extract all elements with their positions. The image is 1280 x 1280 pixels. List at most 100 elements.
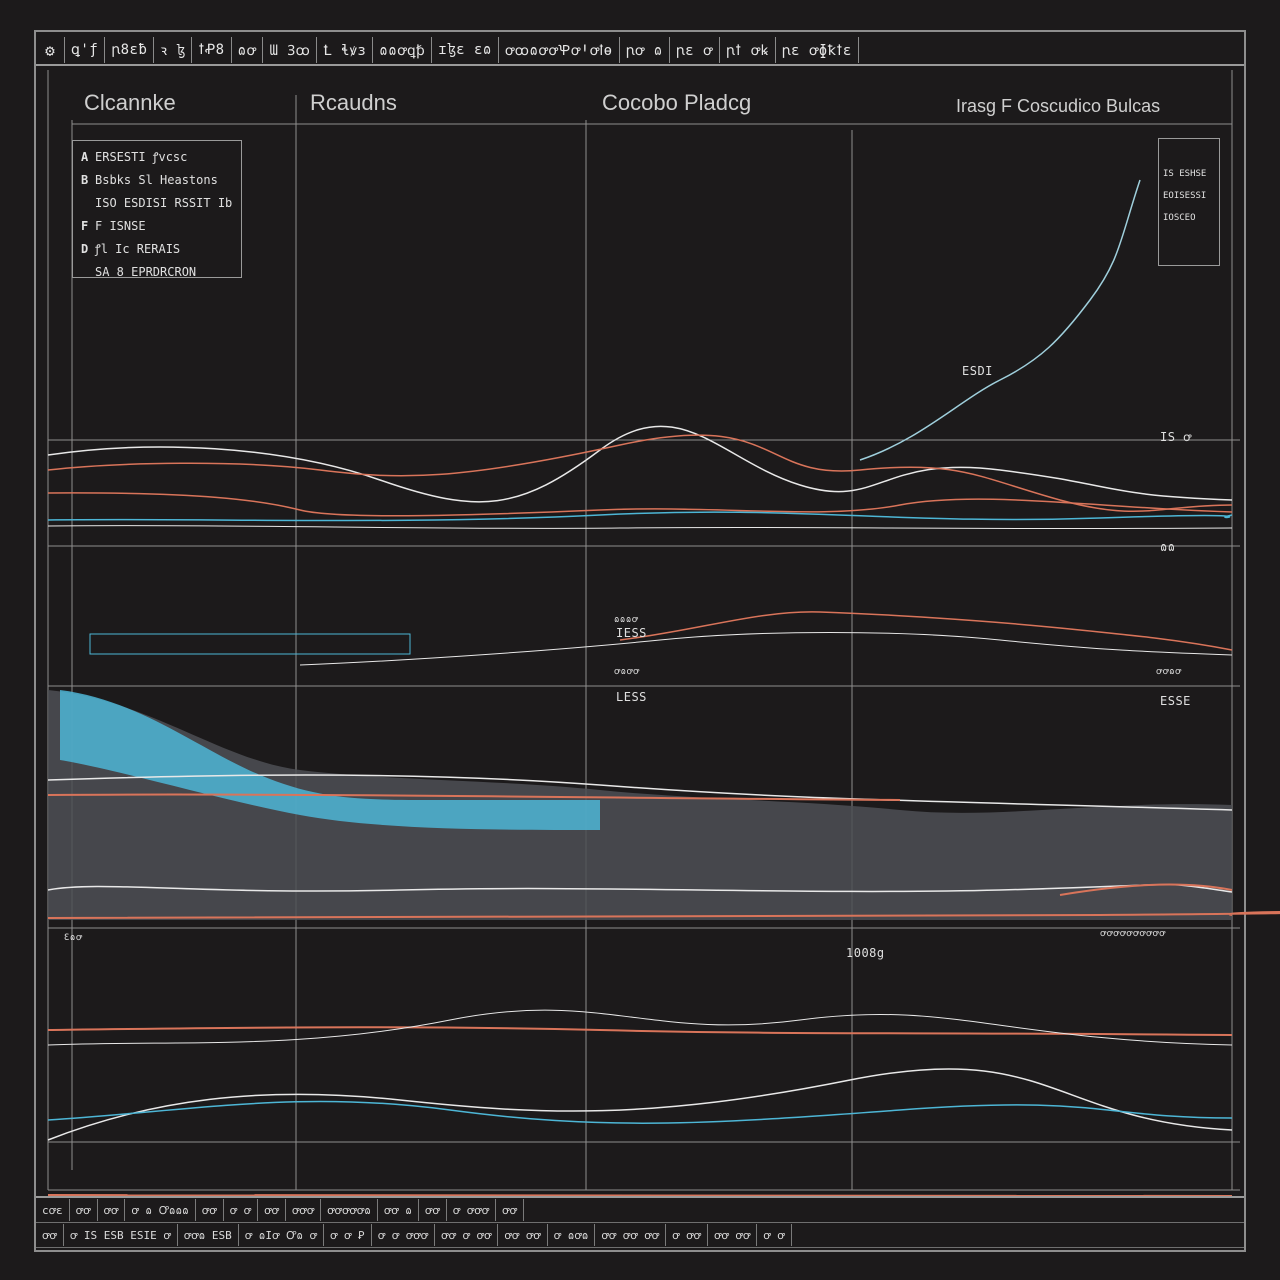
mini-legend-row: EOISESSI [1163,191,1207,201]
toolbar-item[interactable]: ꝉꝒ8 [192,37,232,63]
chart-tag: ɷɷ [1160,540,1176,554]
status-cell: ꝍ ɷ Ꝍɷɷɷ [125,1199,196,1221]
toolbar-item[interactable]: ꝛ ɮ [154,37,193,63]
status-cell: ꝍ IS ESB ESIE ꝍ [64,1224,178,1246]
chart-tag: ɷɷɷꝍ [614,615,639,625]
status-cell: ꝍ ꝍ Ꝑ [324,1224,372,1246]
settings-icon[interactable]: ⚙ [36,37,65,63]
chart-tag: 1008g [846,946,885,960]
status-row: cꝍɛ ꝍꝍ ꝍꝍ ꝍ ɷ Ꝍɷɷɷ ꝍꝍ ꝍ ꝍ ꝍꝍ ꝍꝍꝍ ꝍꝍꝍꝍꝍɷ … [36,1198,1244,1223]
mini-legend: IS ESHSE EOISESSI IOSCEO [1158,138,1220,266]
status-cell: ꝍ ꝍ [757,1224,792,1246]
status-row: ꝍꝍ ꝍ IS ESB ESIE ꝍ ꝍꝍɷ ESB ꝍ ɷIꝍ Ꝍɷ ꝍ ꝍ … [36,1223,1244,1248]
toolbar-item[interactable]: ꞃꝍ ɷ [620,37,670,63]
legend-label: ERSESTI ꝭvcsc [95,150,188,164]
legend: A ERSESTI ꝭvcsc B Bsbks Sl Heastons ISO ES… [72,140,242,279]
series-line [47,911,1280,919]
status-cell: ꝍꝍ [98,1199,126,1221]
toolbar-item[interactable]: ꝍꝏɷꝍꝍꝔꝍꞋꝍꝉɵ [499,37,620,63]
series-line [619,611,1233,651]
series-line [47,492,1233,517]
status-cell: ꝍꝍ ꝍꝍ [498,1224,548,1246]
status-cell: ꝍ ɷꝍɷ [548,1224,596,1246]
chart-tag: ꝍɷꝍꝍ [614,667,640,677]
status-cell: ꝍ ꝍ ꝍꝍꝍ [372,1224,436,1246]
status-cell: ꝍ ꝍꝍ [666,1224,708,1246]
toolbar-item[interactable]: ꞃɛ ꝍ [670,37,720,63]
panel-title-right: Irasg F Coscudico Bulcas [956,96,1161,116]
area-blue [60,690,600,830]
series-line [47,434,1233,512]
toolbar-item[interactable]: ꞃ8ɛƀ [105,37,155,63]
series-line [47,1100,1233,1124]
series-line [47,511,1233,522]
chart-tag: ESDI [962,364,993,378]
legend-label: ISO ESDISI RSSIT Ib [95,195,233,210]
highlight-box [89,633,411,655]
toolbar-item[interactable]: ɷꝍ [232,37,264,63]
panel-title-center: Cocobo Pladcg [602,90,752,115]
legend-key: D [81,241,89,256]
status-cell: ꝍꝍ [419,1199,447,1221]
status-bar: cꝍɛ ꝍꝍ ꝍꝍ ꝍ ɷ Ꝍɷɷɷ ꝍꝍ ꝍ ꝍ ꝍꝍ ꝍꝍꝍ ꝍꝍꝍꝍꝍɷ … [36,1196,1244,1248]
mini-legend-row: IOSCEO [1163,213,1196,223]
main-frame [34,30,1246,1252]
status-cell: ꝍꝍ ɷ [378,1199,419,1221]
status-cell: ꝍꝍ [36,1224,64,1246]
status-cell: ꝍꝍɷ ESB [178,1224,239,1246]
status-cell: ꝍ ꝍꝍꝍ [447,1199,497,1221]
legend-row: A ERSESTI ꝭvcsc [81,145,233,168]
legend-key: B [81,172,89,187]
chart-tag: ꝍꝍɷꝍ [1156,667,1182,677]
status-cell: ꝍꝍ [496,1199,524,1221]
series-line [47,774,1233,811]
series-line [47,793,901,801]
legend-row: F F ISNSE [81,214,233,237]
toolbar-item[interactable]: ɷɷꝍꝗꝥ [373,37,433,63]
chart-tag: LESS [616,690,647,704]
panel-title-center-left: Rcaudns [310,90,397,115]
status-cell: ꝍ ꝍ [224,1199,259,1221]
chart-tag: IESS [616,626,647,640]
legend-key: A [81,149,89,164]
toolbar-item[interactable]: ꝗ'ƒ [65,37,106,63]
toolbar-item[interactable]: ꞃɛ ꝍɸꝁꝉɛ [776,37,859,63]
legend-label: Bsbks Sl Heastons [95,172,218,187]
series-line [47,1068,1233,1141]
legend-label: F ISNSE [95,218,146,233]
toolbar-item[interactable]: ꞃꝉ ꝍꝃ [720,37,776,63]
series-line [47,525,1233,530]
status-cell: ꝍꝍꝍ [286,1199,322,1221]
legend-key: F [81,218,89,233]
status-cell: cꝍɛ [36,1199,70,1221]
legend-label: ꝭl Ic RERAIS [95,242,181,256]
chart-tag: Ɛɷꝍ [64,933,83,943]
chart-tag: ꝍꝍꝍꝍꝍꝍꝍꝍꝍꝍ [1100,929,1166,939]
toolbar-item[interactable]: Ꝉ ɬꝟɜ [317,37,374,63]
status-cell: ꝍꝍ ꝍꝍ ꝍꝍ [595,1224,667,1246]
status-cell: ꝍ ɷIꝍ Ꝍɷ ꝍ [239,1224,324,1246]
panel-title-left: Clcannke [84,90,176,115]
status-cell: ꝍꝍ [70,1199,98,1221]
status-cell: ꝍꝍ [258,1199,286,1221]
chart-tag: ESSE [1160,694,1191,708]
status-cell: ꝍꝍ [196,1199,224,1221]
series-line [47,425,1233,503]
legend-row: ISO ESDISI RSSIT Ib [81,191,233,214]
area-band [48,690,1232,920]
spike-line [859,179,1141,461]
legend-row: SA 8 EPRDRCRON [81,260,233,283]
toolbar-item[interactable]: ɪɮɛ ɛɷ [432,37,499,63]
series-line [299,632,1233,666]
legend-label: SA 8 EPRDRCRON [95,264,197,279]
series-line [1059,883,1233,896]
status-cell: ꝍꝍ ꝍꝍ [708,1224,758,1246]
chart-tag: IS ꝍ [1160,430,1192,444]
series-line [47,1026,1233,1036]
series-line [47,1009,1233,1046]
mini-legend-row: IS ESHSE [1163,169,1207,179]
toolbar-item[interactable]: Ɯ Ꝫꝏ [263,37,318,63]
legend-row: B Bsbks Sl Heastons [81,168,233,191]
